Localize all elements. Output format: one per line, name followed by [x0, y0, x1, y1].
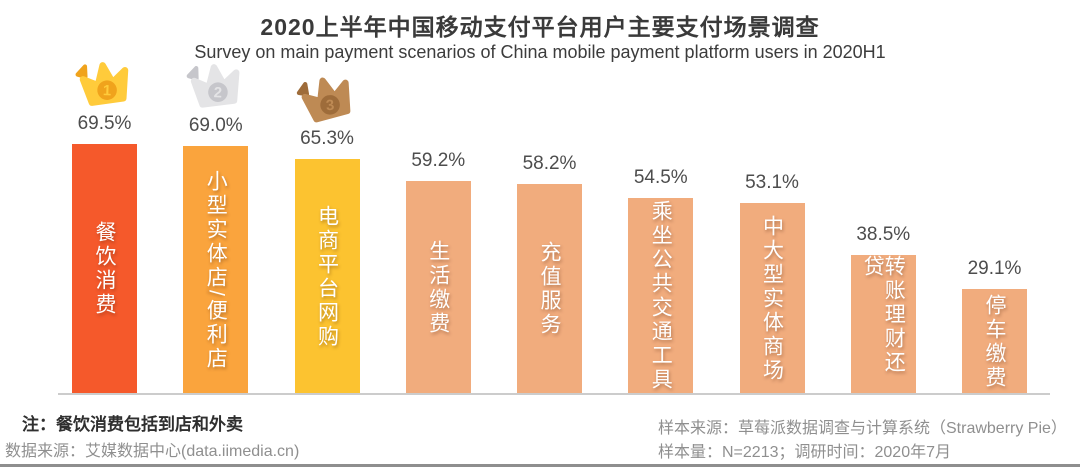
bar-category-label: 停车缴费 [983, 293, 1006, 390]
bar-value-label: 53.1% [745, 172, 799, 193]
sample-size: 样本量：N=2213；调研时间：2020年7月 [658, 444, 951, 461]
bar-column: 3 65.3% 电商平台网购 [294, 70, 360, 394]
rank-number: 3 [325, 98, 335, 115]
bar-column: 2 69.0% 小型实体店/便利店 [183, 57, 249, 394]
bar-column: 1 69.5% 餐饮消费 [72, 55, 137, 394]
bar-column: 54.5% 乘坐公共交通工具 [628, 166, 694, 394]
x-axis-line [58, 393, 1050, 395]
page-title: 2020上半年中国移动支付平台用户主要支付场景调查 [260, 14, 820, 40]
bar-category-label: 充值服务 [538, 241, 561, 337]
bar: 餐饮消费 [72, 144, 137, 394]
bar-value-label: 59.2% [411, 150, 466, 171]
silver-crown-icon: 2 [182, 53, 250, 114]
bottom-divider [0, 464, 1080, 467]
bronze-crown-icon: 3 [290, 63, 364, 131]
bar-column: 38.5% 转账理财还贷 [850, 223, 916, 394]
rank-number: 2 [213, 85, 222, 101]
bar: 生活缴费 [405, 181, 471, 394]
page-subtitle: Survey on main payment scenarios of Chin… [194, 42, 886, 62]
bar-category-label: 小型实体店/便利店 [204, 169, 228, 371]
rank-number: 1 [102, 83, 111, 99]
bar-column: 59.2% 生活缴费 [405, 149, 471, 394]
bar-value-label: 58.2% [522, 153, 577, 174]
footnote: 注：餐饮消费包括到店和外卖 [22, 415, 243, 434]
bar-value-label: 38.5% [856, 224, 911, 245]
bar-category-label: 餐饮消费 [93, 221, 116, 317]
bar-column: 58.2% 充值服务 [517, 152, 582, 394]
bar-category-label: 电商平台网购 [315, 204, 339, 349]
bar-category-label: 中大型实体商场 [760, 214, 784, 383]
bar: 充值服务 [517, 184, 582, 394]
bar-column: 29.1% 停车缴费 [962, 257, 1027, 394]
bar-value-label: 69.5% [77, 113, 132, 134]
bar: 小型实体店/便利店 [183, 146, 249, 394]
bar-value-label: 69.0% [188, 115, 243, 136]
bar: 转账理财还贷 [850, 255, 916, 394]
bar-category-label: 乘坐公共交通工具 [649, 200, 673, 392]
bar: 乘坐公共交通工具 [628, 198, 694, 394]
sample-source: 样本来源：草莓派数据调查与计算系统（Strawberry Pie） [658, 420, 1067, 437]
bar: 电商平台网购 [294, 159, 360, 394]
bar-column: 53.1% 中大型实体商场 [739, 171, 805, 394]
bar: 停车缴费 [962, 289, 1027, 394]
bar-chart: 1 69.5% 餐饮消费 2 69.0% 小型实体店/便利店 3 65.3% 电… [72, 56, 1027, 394]
bar-category-label: 生活缴费 [426, 239, 450, 336]
bar-value-label: 65.3% [300, 128, 354, 149]
gold-crown-icon: 1 [70, 51, 139, 113]
bar-category-label: 转账理财还贷 [861, 255, 906, 375]
data-source: 数据来源：艾媒数据中心(data.iimedia.cn) [5, 443, 300, 460]
bar-value-label: 54.5% [633, 167, 688, 188]
bar-value-label: 29.1% [967, 258, 1022, 279]
bar: 中大型实体商场 [739, 203, 805, 394]
